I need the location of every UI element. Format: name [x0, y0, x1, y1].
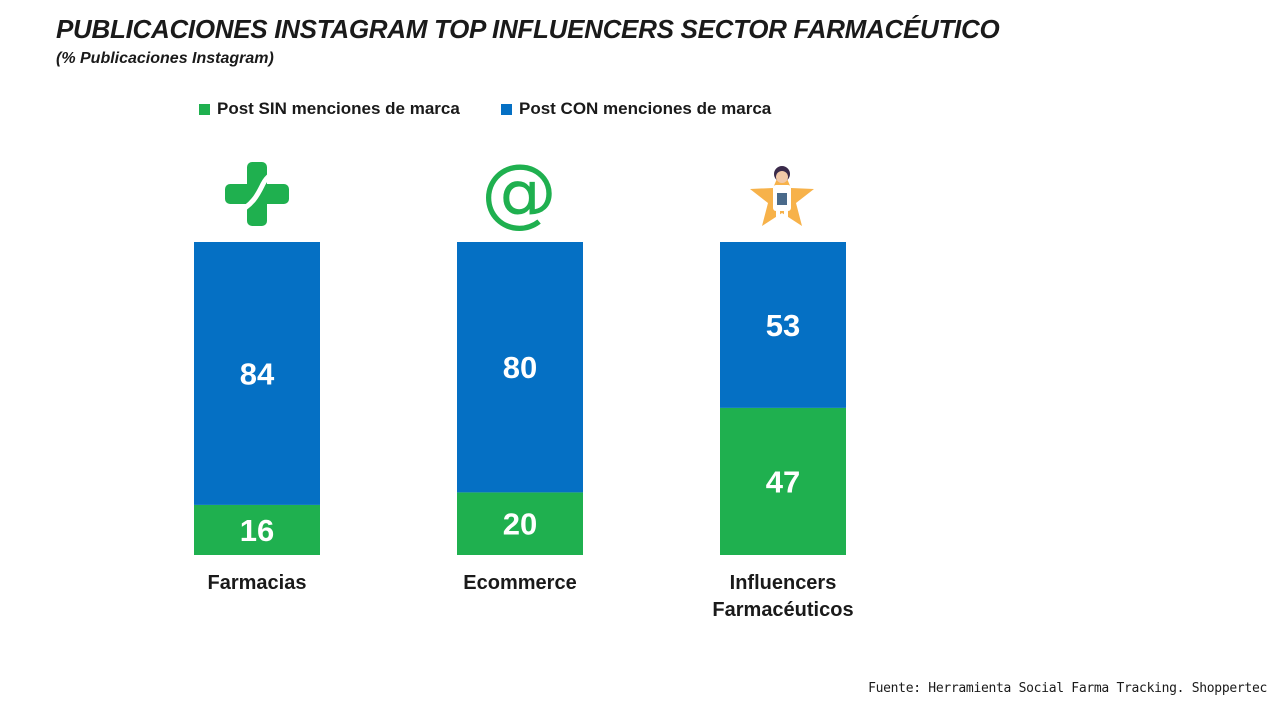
- legend-label-con: Post CON menciones de marca: [519, 99, 772, 118]
- category-label-1: Farmacias: [208, 572, 307, 594]
- data-label-con-1: 84: [240, 356, 275, 391]
- bar-sin-1: [194, 504, 320, 555]
- legend-label-sin: Post SIN menciones de marca: [217, 99, 460, 118]
- legend-item-con: Post CON menciones de marca: [501, 99, 771, 119]
- bar-con-1: [194, 242, 320, 505]
- data-label-sin-2: 20: [503, 507, 537, 542]
- bar-con-2: [457, 242, 583, 493]
- data-label-con-3: 53: [766, 308, 800, 343]
- category-icons: @: [225, 147, 814, 236]
- source-note: Fuente: Herramienta Social Farma Trackin…: [868, 681, 1267, 696]
- category-label-3-line-2: Farmacéuticos: [712, 599, 853, 621]
- data-label-sin-3: 47: [766, 464, 800, 499]
- category-label-2: Ecommerce: [463, 572, 576, 594]
- data-label-sin-1: 16: [240, 513, 274, 548]
- bar-con-3: [720, 242, 846, 408]
- chart-title: PUBLICACIONES INSTAGRAM TOP INFLUENCERS …: [56, 14, 1000, 44]
- svg-text:@: @: [481, 147, 557, 236]
- category-labels: Farmacias Ecommerce Influencers Farmacéutic…: [208, 572, 854, 621]
- legend-swatch-con: [501, 103, 512, 115]
- at-sign-icon: @: [481, 147, 557, 236]
- bar-sin-3: [720, 407, 846, 555]
- pharmacy-cross-icon: [225, 162, 289, 226]
- data-label-con-2: 80: [503, 350, 537, 385]
- bars-group: 16 84 20 80 47 53: [194, 242, 846, 555]
- bar-sin-2: [457, 492, 583, 555]
- legend-swatch-sin: [199, 103, 210, 115]
- pharmacist-star-icon: [750, 166, 814, 227]
- chart-subtitle: (% Publicaciones Instagram): [56, 50, 274, 67]
- category-label-3-line-1: Influencers: [730, 572, 837, 594]
- legend-item-sin: Post SIN menciones de marca: [199, 99, 460, 119]
